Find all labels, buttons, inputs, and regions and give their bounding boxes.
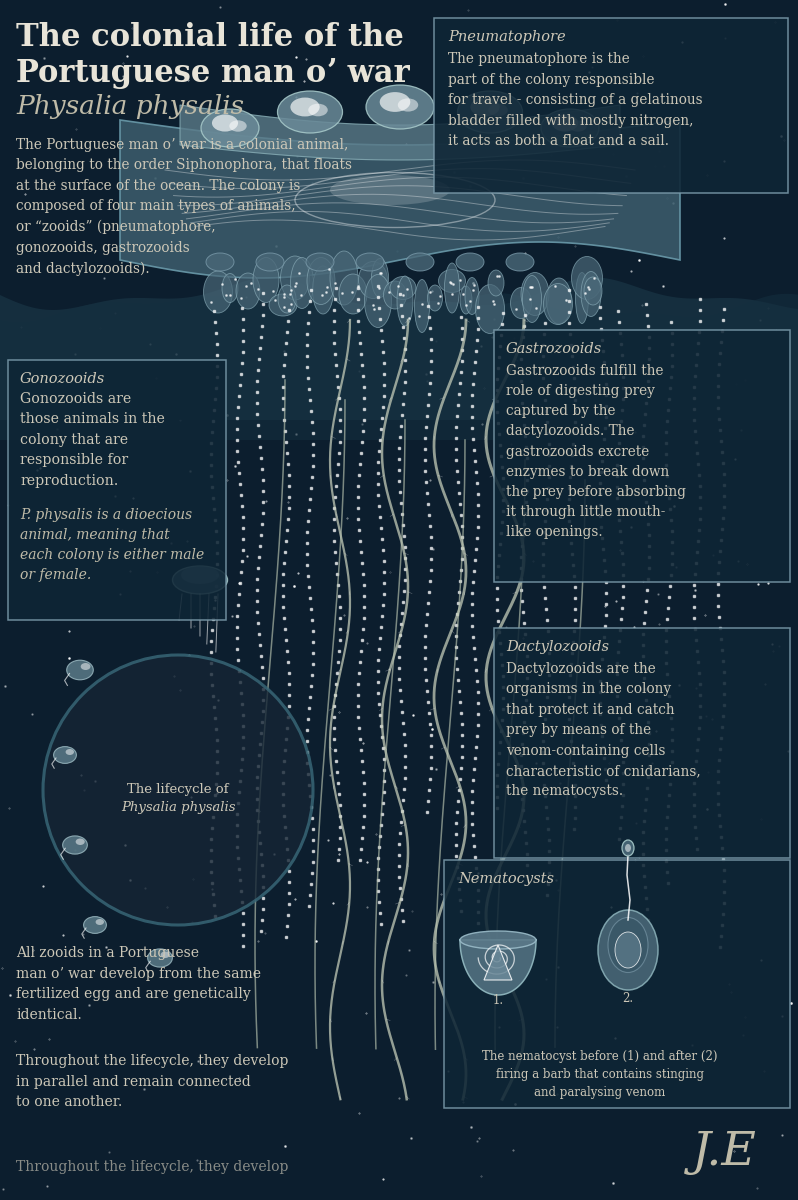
Ellipse shape xyxy=(65,749,74,755)
Ellipse shape xyxy=(269,294,297,316)
Ellipse shape xyxy=(96,919,104,925)
Ellipse shape xyxy=(506,253,534,271)
Ellipse shape xyxy=(306,253,334,271)
Text: Throughout the lifecycle, they develop
in parallel and remain connected
to one a: Throughout the lifecycle, they develop i… xyxy=(16,1054,288,1109)
Ellipse shape xyxy=(511,288,531,318)
Ellipse shape xyxy=(457,91,523,133)
Ellipse shape xyxy=(281,256,310,300)
Ellipse shape xyxy=(308,103,328,116)
Polygon shape xyxy=(0,277,798,420)
Ellipse shape xyxy=(581,271,601,317)
FancyBboxPatch shape xyxy=(434,18,788,193)
Ellipse shape xyxy=(575,272,588,324)
Ellipse shape xyxy=(598,910,658,990)
Text: Portuguese man oʼ war: Portuguese man oʼ war xyxy=(16,58,409,89)
Ellipse shape xyxy=(465,277,479,314)
Ellipse shape xyxy=(212,114,238,132)
Text: Nematocysts: Nematocysts xyxy=(458,872,554,886)
Ellipse shape xyxy=(339,274,367,314)
Ellipse shape xyxy=(53,746,77,763)
Ellipse shape xyxy=(330,175,450,205)
FancyBboxPatch shape xyxy=(444,860,790,1108)
Ellipse shape xyxy=(541,109,599,146)
Polygon shape xyxy=(484,946,512,980)
Ellipse shape xyxy=(521,272,549,316)
Text: The lifecycle of: The lifecycle of xyxy=(127,784,229,797)
FancyBboxPatch shape xyxy=(494,628,790,858)
Ellipse shape xyxy=(365,275,392,328)
Text: Pneumatophore: Pneumatophore xyxy=(448,30,566,44)
Ellipse shape xyxy=(488,270,504,296)
Ellipse shape xyxy=(552,114,578,132)
Text: Physalia physalis: Physalia physalis xyxy=(16,94,244,119)
Ellipse shape xyxy=(278,284,296,313)
Text: The Portuguese man oʼ war is a colonial animal,
belonging to the order Siphonoph: The Portuguese man oʼ war is a colonial … xyxy=(16,138,352,276)
Ellipse shape xyxy=(584,277,602,305)
Ellipse shape xyxy=(203,271,232,313)
Ellipse shape xyxy=(148,949,172,967)
Ellipse shape xyxy=(615,932,641,968)
Ellipse shape xyxy=(571,257,602,300)
Ellipse shape xyxy=(460,286,472,314)
Ellipse shape xyxy=(366,85,434,128)
FancyBboxPatch shape xyxy=(494,330,790,582)
Text: 2.: 2. xyxy=(622,992,634,1006)
Ellipse shape xyxy=(256,253,284,271)
Ellipse shape xyxy=(444,263,460,313)
Ellipse shape xyxy=(356,253,384,271)
Ellipse shape xyxy=(397,98,418,112)
Ellipse shape xyxy=(278,91,342,133)
Circle shape xyxy=(43,655,313,925)
Ellipse shape xyxy=(569,120,587,132)
Ellipse shape xyxy=(456,253,484,271)
Text: 1.: 1. xyxy=(492,994,504,1007)
Text: The pneumatophore is the
part of the colony responsible
for travel - consisting : The pneumatophore is the part of the col… xyxy=(448,52,702,149)
Text: Dactylozooids are the
organisms in the colony
that protect it and catch
prey by : Dactylozooids are the organisms in the c… xyxy=(506,662,701,798)
Text: Gonozooids are
those animals in the
colony that are
responsible for
reproduction: Gonozooids are those animals in the colo… xyxy=(20,392,165,487)
Ellipse shape xyxy=(290,97,320,116)
Ellipse shape xyxy=(460,931,536,949)
Ellipse shape xyxy=(476,284,504,334)
Ellipse shape xyxy=(428,284,443,311)
Text: Gastrozooids: Gastrozooids xyxy=(506,342,602,356)
Text: The colonial life of the: The colonial life of the xyxy=(16,22,404,53)
Ellipse shape xyxy=(547,278,571,324)
Text: Throughout the lifecycle, they develop: Throughout the lifecycle, they develop xyxy=(16,1160,288,1174)
Ellipse shape xyxy=(608,918,648,972)
Ellipse shape xyxy=(76,839,85,845)
Ellipse shape xyxy=(313,266,334,314)
Ellipse shape xyxy=(206,253,234,271)
Ellipse shape xyxy=(622,840,634,856)
Text: Gonozooids: Gonozooids xyxy=(20,372,105,386)
Ellipse shape xyxy=(390,276,416,300)
Ellipse shape xyxy=(543,283,572,324)
Ellipse shape xyxy=(222,274,238,302)
Ellipse shape xyxy=(201,109,259,146)
Ellipse shape xyxy=(81,662,90,670)
Ellipse shape xyxy=(307,258,335,305)
Text: Dactylozooids: Dactylozooids xyxy=(506,640,609,654)
Polygon shape xyxy=(120,120,680,278)
Ellipse shape xyxy=(358,262,388,299)
Ellipse shape xyxy=(330,251,358,305)
Ellipse shape xyxy=(397,276,413,326)
FancyBboxPatch shape xyxy=(8,360,226,620)
Ellipse shape xyxy=(290,258,314,308)
Ellipse shape xyxy=(236,272,260,308)
Ellipse shape xyxy=(84,917,106,934)
Text: Gastrozooids fulfill the
role of digesting prey
captured by the
dactylozooids. T: Gastrozooids fulfill the role of digesti… xyxy=(506,364,686,539)
Ellipse shape xyxy=(380,92,410,112)
Ellipse shape xyxy=(181,566,219,584)
Text: All zooids in a Portuguese
man oʼ war develop from the same
fertilized egg and a: All zooids in a Portuguese man oʼ war de… xyxy=(16,946,261,1022)
Text: The nematocyst before (1) and after (2)
firing a barb that contains stinging
and: The nematocyst before (1) and after (2) … xyxy=(482,1050,717,1099)
Ellipse shape xyxy=(253,258,279,302)
Ellipse shape xyxy=(470,97,500,116)
Ellipse shape xyxy=(160,952,170,958)
Ellipse shape xyxy=(172,566,227,594)
Ellipse shape xyxy=(523,276,542,323)
Ellipse shape xyxy=(625,844,631,852)
Text: Physalia physalis: Physalia physalis xyxy=(120,802,235,815)
Ellipse shape xyxy=(414,280,429,332)
Text: P. physalis is a dioecious
animal, meaning that
each colony is either male
or fe: P. physalis is a dioecious animal, meani… xyxy=(20,508,204,582)
Ellipse shape xyxy=(384,281,406,308)
